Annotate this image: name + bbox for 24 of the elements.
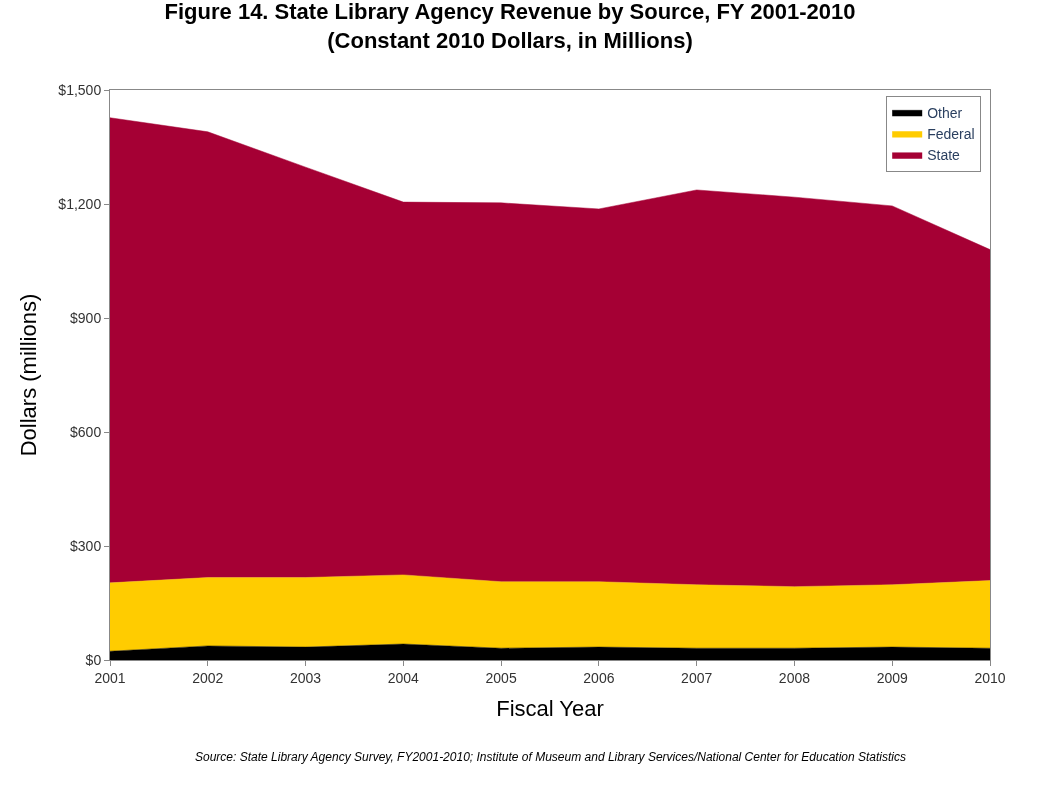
- legend-label: Other: [927, 104, 963, 121]
- y-tick-label: $900: [70, 309, 102, 326]
- legend-label: Federal: [927, 125, 975, 142]
- x-tick-label: 2004: [387, 669, 420, 686]
- chart-subtitle: (Constant 2010 Dollars, in Millions): [327, 27, 693, 53]
- x-axis-title: Fiscal Year: [496, 695, 604, 721]
- legend-label: State: [927, 147, 961, 164]
- source-note: Source: State Library Agency Survey, FY2001-2010; Institute of Museum and Library Services/National Center for Education Statistics: [195, 750, 907, 764]
- x-tick-label: 2010: [974, 669, 1006, 686]
- x-tick-label: 2008: [778, 669, 811, 686]
- x-tick-label: 2005: [485, 669, 517, 686]
- x-tick-label: 2006: [583, 669, 615, 686]
- y-tick-label: $0: [85, 651, 102, 668]
- y-tick-label: $1,200: [58, 195, 102, 212]
- x-tick-label: 2007: [681, 669, 713, 686]
- x-tick-label: 2002: [192, 669, 224, 686]
- chart-title: Figure 14. State Library Agency Revenue by Source, FY 2001-2010: [164, 0, 856, 25]
- x-tick-label: 2003: [289, 669, 322, 686]
- x-tick-label: 2009: [876, 669, 908, 686]
- y-tick-label: $300: [70, 537, 102, 554]
- y-tick-label: $600: [70, 423, 102, 440]
- y-tick-label: $1,500: [58, 81, 102, 98]
- y-axis-title: Dollars (millions): [16, 293, 42, 457]
- x-tick-label: 2001: [94, 669, 126, 686]
